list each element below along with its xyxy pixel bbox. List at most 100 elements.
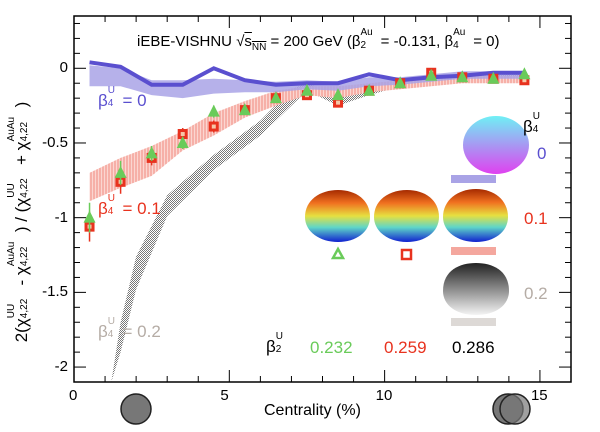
y-tick-label: -2 xyxy=(54,358,68,376)
sup: Au xyxy=(360,27,373,38)
sup: AuAu xyxy=(6,116,17,142)
title-mid2: = -0.131, β xyxy=(376,33,454,50)
sub: 4 xyxy=(107,329,114,340)
y-tick-label: -0.5 xyxy=(42,133,68,151)
nn-sub: NN xyxy=(251,42,267,53)
x-tick-label: 10 xyxy=(375,387,393,404)
triangle-marker xyxy=(300,83,313,96)
sqrt-arg: sNN xyxy=(244,33,267,53)
b: β xyxy=(266,337,276,356)
title-text: iEBE-VISHNU xyxy=(137,33,237,50)
triangle-marker xyxy=(114,165,127,178)
triangle-marker xyxy=(332,88,345,101)
legend-bar-beta4-01 xyxy=(451,247,496,255)
y-tick-label: -1.5 xyxy=(42,283,68,301)
sub: 4,22 xyxy=(19,178,30,198)
val: = 0.2 xyxy=(117,322,161,341)
legend-bar-beta4-02 xyxy=(451,318,496,326)
b: β xyxy=(98,199,108,218)
legend-beta2-value-green: 0.232 xyxy=(310,338,353,357)
b: β xyxy=(98,91,108,110)
sub: 2 xyxy=(360,40,367,51)
sub: 4 xyxy=(453,40,459,51)
yl: χ xyxy=(12,318,31,328)
legend-triangle-marker xyxy=(330,246,346,260)
shape-square-nucleus xyxy=(374,190,439,242)
yl: 2 xyxy=(12,332,31,343)
legend-bar-beta4-0 xyxy=(451,175,496,183)
legend-square-marker xyxy=(400,248,413,261)
triangle-marker xyxy=(425,68,438,81)
sub: 4 xyxy=(107,98,114,109)
triangle-marker xyxy=(207,104,220,117)
title-mid: = 200 GeV (β xyxy=(266,33,361,50)
shape-triangle-nucleus xyxy=(305,190,370,242)
sup: U xyxy=(107,316,116,327)
square-marker-inner xyxy=(522,78,527,83)
triangle-marker xyxy=(487,71,500,84)
sup: U xyxy=(107,193,116,204)
title-end: = 0) xyxy=(469,33,500,50)
b: β xyxy=(98,322,108,341)
sqrt-symbol: √ xyxy=(236,33,245,50)
sub: 4,22 xyxy=(19,298,30,319)
x-axis-label: Centrality (%) xyxy=(264,402,361,419)
peripheral-collision-icon-b xyxy=(499,393,531,425)
triangle-marker xyxy=(145,146,158,159)
val: = 0 xyxy=(117,91,147,110)
sup: UU xyxy=(6,303,17,319)
legend-beta4-value-01: 0.1 xyxy=(524,209,548,228)
x-tick-label: 0 xyxy=(69,387,78,404)
legend-beta4-value-0: 0 xyxy=(537,144,547,163)
b: β xyxy=(523,117,533,136)
sub: 4,22 xyxy=(19,246,30,267)
yl: χ xyxy=(12,197,31,207)
sub: 4 xyxy=(107,206,114,217)
yl: - χ xyxy=(12,266,31,291)
shape-beta4-02 xyxy=(443,263,509,315)
shape-beta4-01 xyxy=(443,189,508,242)
central-collision-icon xyxy=(120,393,152,425)
yl: / xyxy=(12,212,31,227)
square-marker-inner xyxy=(211,124,216,129)
sub: 4 xyxy=(532,124,539,135)
yl: + χ xyxy=(12,141,31,170)
triangle-marker xyxy=(394,76,407,89)
triangle-marker xyxy=(238,103,251,116)
x-tick-label: 15 xyxy=(530,387,548,404)
shape-beta4-0 xyxy=(463,116,529,174)
legend-beta2-value-red: 0.259 xyxy=(384,338,427,357)
legend-beta2-value-black: 0.286 xyxy=(452,338,495,357)
triangle-marker xyxy=(269,91,282,104)
chart-title: iEBE-VISHNU √sNN = 200 GeV (β Au 2 = -0.13… xyxy=(137,28,500,53)
y-axis-label: 2(χ UU 4,22 - χ AuAu 4,22) / (χ UU 4,22 + χ AuA… xyxy=(6,101,31,343)
y-tick-label: -1 xyxy=(54,208,68,226)
sup: U xyxy=(107,85,116,96)
triangle-marker xyxy=(83,210,96,223)
triangle-marker xyxy=(176,135,189,148)
triangle-marker xyxy=(456,70,469,83)
sup: U xyxy=(532,111,541,122)
s: s xyxy=(244,33,252,50)
val: = 0.1 xyxy=(117,199,161,218)
square-marker-inner xyxy=(180,132,185,137)
band-series-2 xyxy=(89,75,525,202)
square-marker-inner xyxy=(336,100,341,105)
line-beta4-0 xyxy=(89,60,525,87)
sup: Au xyxy=(453,27,466,38)
triangle-marker xyxy=(518,67,531,80)
sup: UU xyxy=(6,183,17,198)
sub: 4,22 xyxy=(19,121,30,142)
legend-beta4-value-02: 0.2 xyxy=(524,284,548,303)
sup: U xyxy=(275,331,284,342)
sub: 2 xyxy=(275,344,282,355)
triangle-marker xyxy=(363,83,376,96)
sup: AuAu xyxy=(6,241,17,267)
